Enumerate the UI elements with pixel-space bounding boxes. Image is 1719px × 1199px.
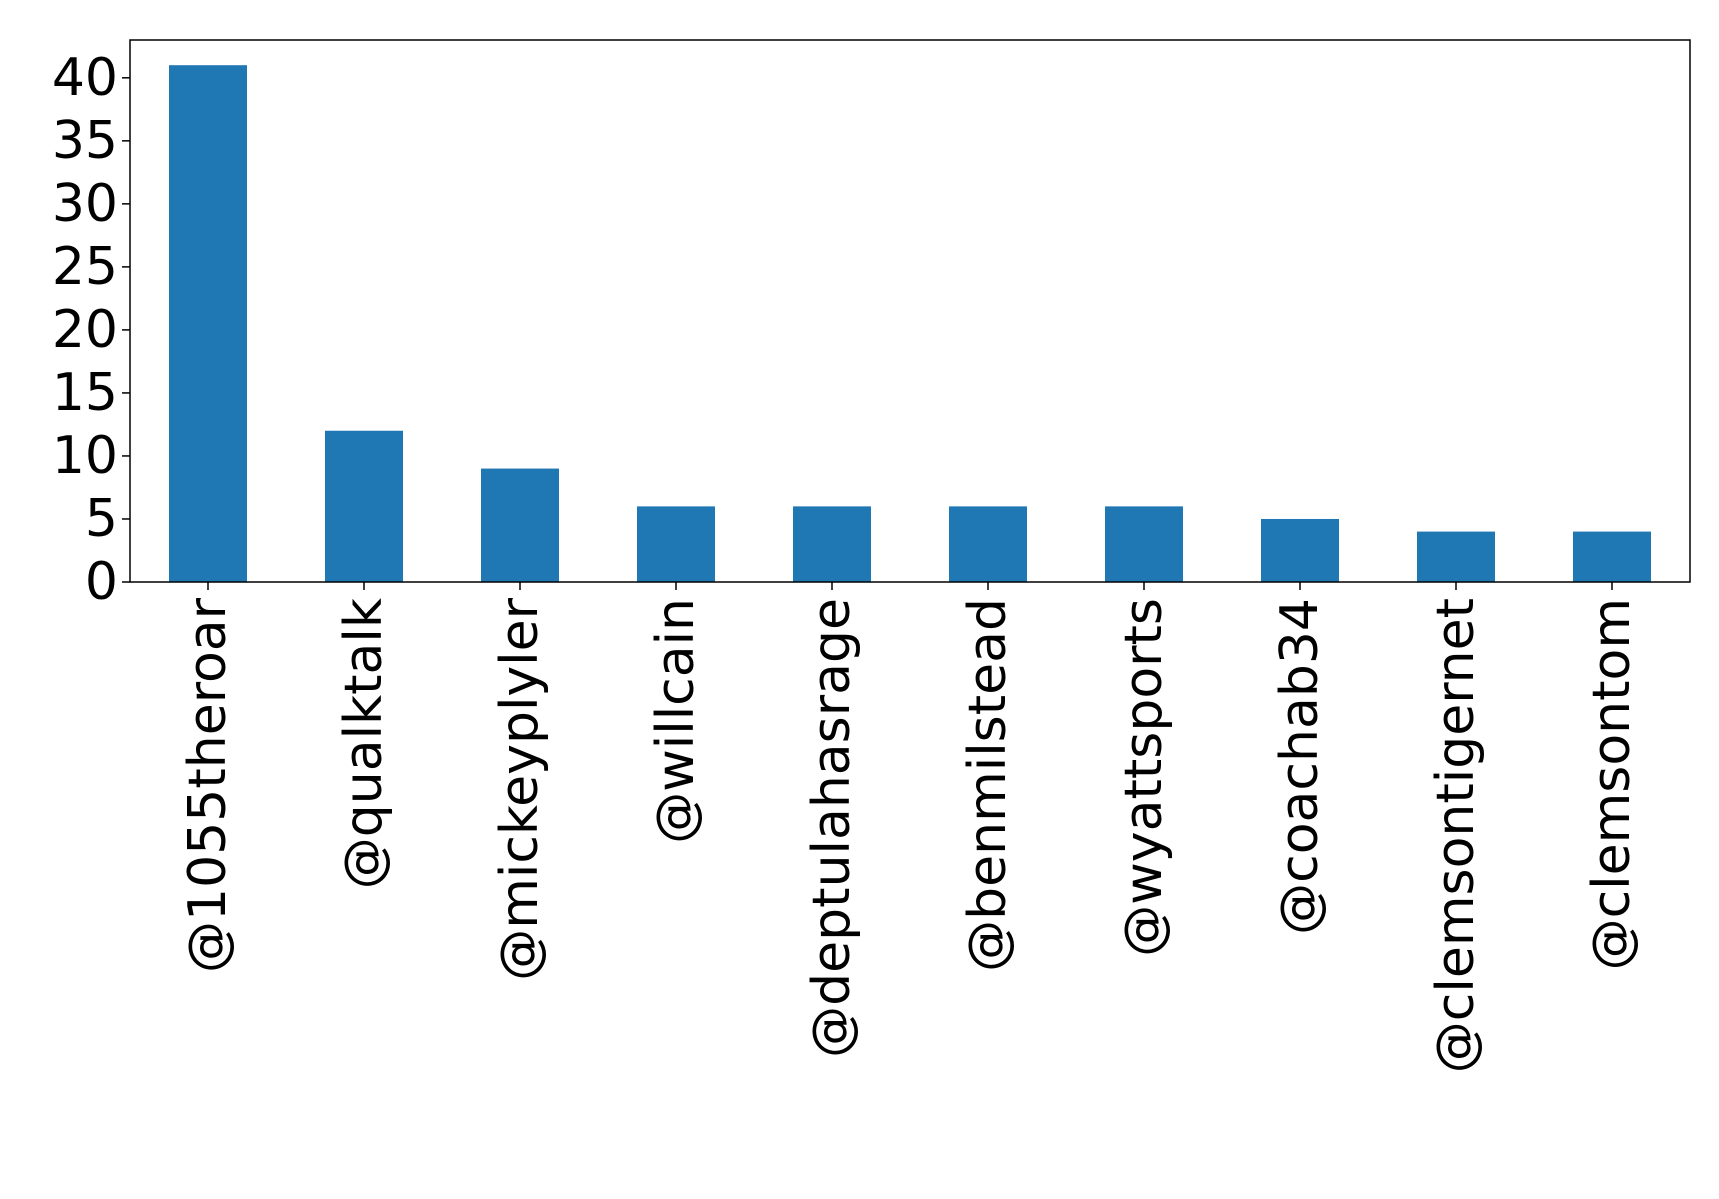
bar-wyattsports	[1105, 506, 1183, 582]
x-tick-label: @clemsontigernet	[1426, 598, 1486, 1073]
x-tick-label: @deptulahasrage	[802, 598, 862, 1058]
plot-frame	[129, 39, 1691, 583]
bar-mickeyplyler	[481, 468, 559, 582]
x-tick-label: @mickeyplyler	[490, 597, 550, 980]
y-tick-label: 35	[52, 111, 118, 171]
bars-group	[169, 65, 1651, 583]
x-tick-label: @benmilstead	[958, 598, 1018, 972]
y-tick-label: 5	[85, 489, 118, 549]
x-tick-label: @coachab34	[1270, 598, 1330, 935]
y-tick-label: 10	[52, 426, 118, 486]
x-tick-label: @1055theroar	[178, 597, 238, 973]
y-tick-label: 30	[52, 174, 118, 234]
y-tick-label: 40	[52, 48, 118, 108]
x-axis: @1055theroar @qualktalk @mickeyplyler @will…	[178, 582, 1642, 1073]
bar-clemsontom	[1573, 531, 1651, 582]
x-tick-label: @qualktalk	[334, 598, 394, 889]
y-tick-label: 25	[52, 237, 118, 297]
y-tick-label: 20	[52, 300, 118, 360]
x-tick-label: @willcain	[646, 598, 706, 844]
bar-deptulahasrage	[793, 506, 871, 582]
bar-clemsontigernet	[1417, 531, 1495, 582]
y-tick-label: 15	[52, 363, 118, 423]
x-tick-label: @clemsontom	[1582, 598, 1642, 970]
bar-willcain	[637, 506, 715, 582]
bar-benmilstead	[949, 506, 1027, 582]
y-tick-label: 0	[85, 552, 118, 612]
bar-coachab34	[1261, 518, 1339, 582]
bar-qualktalk	[325, 430, 403, 582]
x-tick-label: @wyattsports	[1114, 598, 1174, 957]
bar-1055theroar	[169, 65, 247, 583]
